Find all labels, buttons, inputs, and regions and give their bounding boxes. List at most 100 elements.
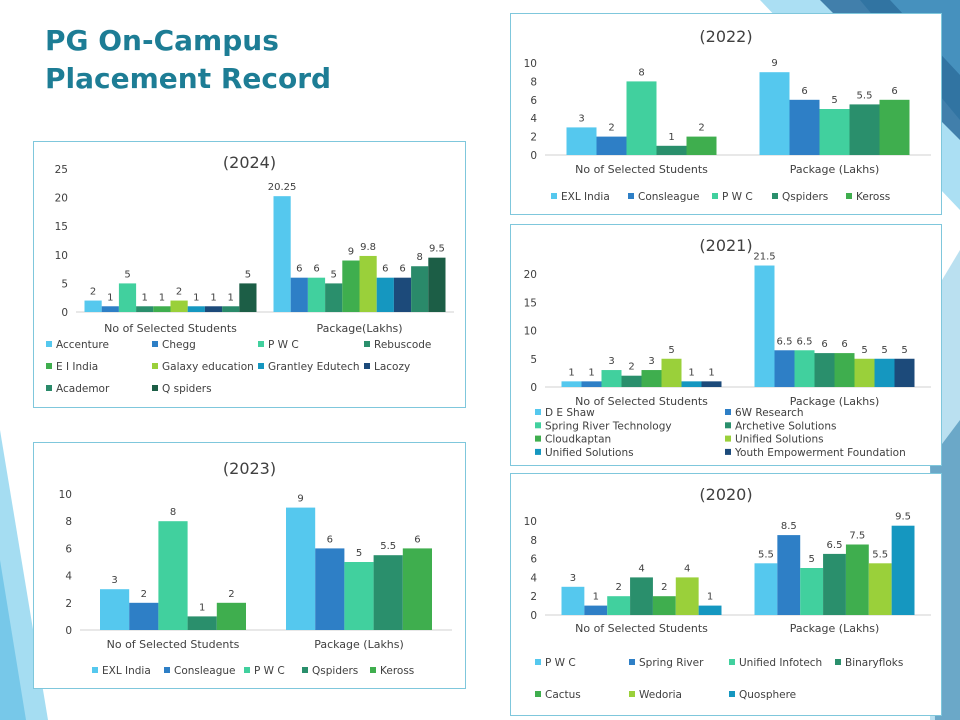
y-tick-label: 2 [530, 132, 537, 144]
legend-swatch [628, 193, 634, 199]
bar [789, 99, 820, 155]
bar [325, 283, 343, 312]
bar [84, 300, 102, 312]
chart-panel-2021: (2021) 0 5 10 15 20 1 1 3 2 3 5 1 1 No of Selected Stu… [510, 224, 942, 466]
bar [170, 300, 188, 312]
data-label: 2 [228, 589, 234, 600]
legend-swatch [535, 659, 541, 665]
legend-swatch [629, 659, 635, 665]
bar [315, 548, 345, 630]
bar [428, 257, 446, 312]
bar [621, 375, 642, 387]
legend-entry: Grantley Edutech [268, 361, 360, 373]
data-label: 2 [90, 287, 96, 298]
legend-swatch [302, 667, 308, 673]
data-label: 9 [348, 247, 354, 258]
bar [100, 589, 130, 630]
data-label: 5 [331, 269, 337, 280]
legend-entry: Keross [380, 665, 414, 677]
y-tick-label: 10 [55, 250, 68, 262]
legend-swatch [364, 363, 370, 369]
chart-panel-2022: (2022) 0 2 4 6 8 10 3 2 8 1 2 No of Selected Student… [510, 13, 942, 215]
data-label: 8 [417, 252, 423, 263]
bar [118, 283, 137, 312]
data-label: 3 [648, 356, 654, 367]
data-label: 6 [821, 339, 827, 350]
bar [656, 145, 687, 155]
data-label: 8 [638, 67, 644, 78]
legend-swatch [46, 385, 52, 391]
bar [626, 81, 657, 155]
data-label: 2 [628, 362, 634, 373]
bar [849, 104, 880, 155]
data-label: 20.25 [268, 182, 297, 193]
bar [868, 563, 892, 615]
bar [894, 358, 915, 387]
legend-entry: Wedoria [639, 689, 682, 701]
chart-2020: (2020) 0 2 4 6 8 10 3 1 2 4 2 4 1 No of Selected Stude… [524, 485, 931, 701]
legend-swatch [551, 193, 557, 199]
bar [774, 350, 795, 387]
category-label: Package (Lakhs) [790, 163, 880, 176]
y-tick-label: 15 [524, 297, 537, 309]
bar [342, 260, 360, 312]
data-label: 5.5 [758, 549, 774, 560]
bar [777, 535, 801, 615]
data-label: 1 [228, 292, 234, 303]
data-label: 5 [245, 269, 251, 280]
legend-entry: Academor [56, 383, 110, 395]
data-label: 6 [313, 264, 319, 275]
category-label: No of Selected Students [575, 163, 708, 176]
y-tick-label: 5 [61, 278, 68, 290]
data-label: 9 [771, 58, 777, 69]
category-label: Package (Lakhs) [790, 622, 880, 635]
bar [607, 596, 631, 615]
bar [701, 381, 722, 387]
data-label: 5 [861, 345, 867, 356]
y-tick-label: 4 [530, 113, 537, 125]
bar [286, 507, 316, 630]
bar [222, 306, 240, 312]
y-tick-label: 20 [55, 193, 68, 205]
data-label: 1 [568, 367, 574, 378]
legend-swatch [725, 435, 731, 442]
chart-title: (2021) [699, 236, 752, 255]
data-label: 1 [193, 292, 199, 303]
legend-swatch [364, 341, 370, 347]
data-label: 6.5 [777, 336, 793, 347]
bar [373, 555, 403, 630]
legend-swatch [46, 341, 52, 347]
bar [814, 353, 835, 387]
chart-2023: (2023) 0 2 4 6 8 10 3 2 8 1 2 No of Selected Student… [59, 459, 452, 677]
data-label: 2 [176, 287, 182, 298]
legend-entry: Spring River [639, 657, 704, 669]
bar [675, 577, 699, 615]
data-label: 9.5 [429, 244, 445, 255]
legend-entry: EXL India [561, 191, 610, 203]
data-label: 1 [199, 602, 205, 613]
y-tick-label: 10 [524, 516, 537, 528]
legend-entry: P W C [545, 657, 576, 669]
data-label: 7.5 [849, 531, 865, 542]
y-tick-label: 15 [55, 221, 68, 233]
legend-entry: Cloudkaptan [545, 434, 611, 446]
data-label: 1 [142, 292, 148, 303]
bar [630, 577, 653, 615]
data-label: 5 [124, 269, 130, 280]
legend-swatch [725, 448, 731, 455]
data-label: 1 [707, 592, 713, 603]
bar [686, 136, 717, 155]
data-label: 2 [661, 582, 667, 593]
data-label: 2 [615, 582, 621, 593]
chart-panel-2024: (2024) 0 5 10 15 20 25 2 1 5 1 1 2 1 1 1 5 No of Selected… [33, 141, 466, 408]
legend-entry: 6W Research [735, 407, 804, 419]
legend-entry: Lacozy [374, 361, 410, 373]
legend-swatch [725, 409, 731, 415]
data-label: 6 [382, 264, 388, 275]
y-tick-label: 8 [530, 76, 537, 88]
bar [819, 109, 850, 155]
legend-swatch [152, 363, 158, 369]
bar [874, 358, 895, 387]
y-tick-label: 6 [530, 554, 537, 566]
y-tick-label: 25 [55, 164, 68, 176]
